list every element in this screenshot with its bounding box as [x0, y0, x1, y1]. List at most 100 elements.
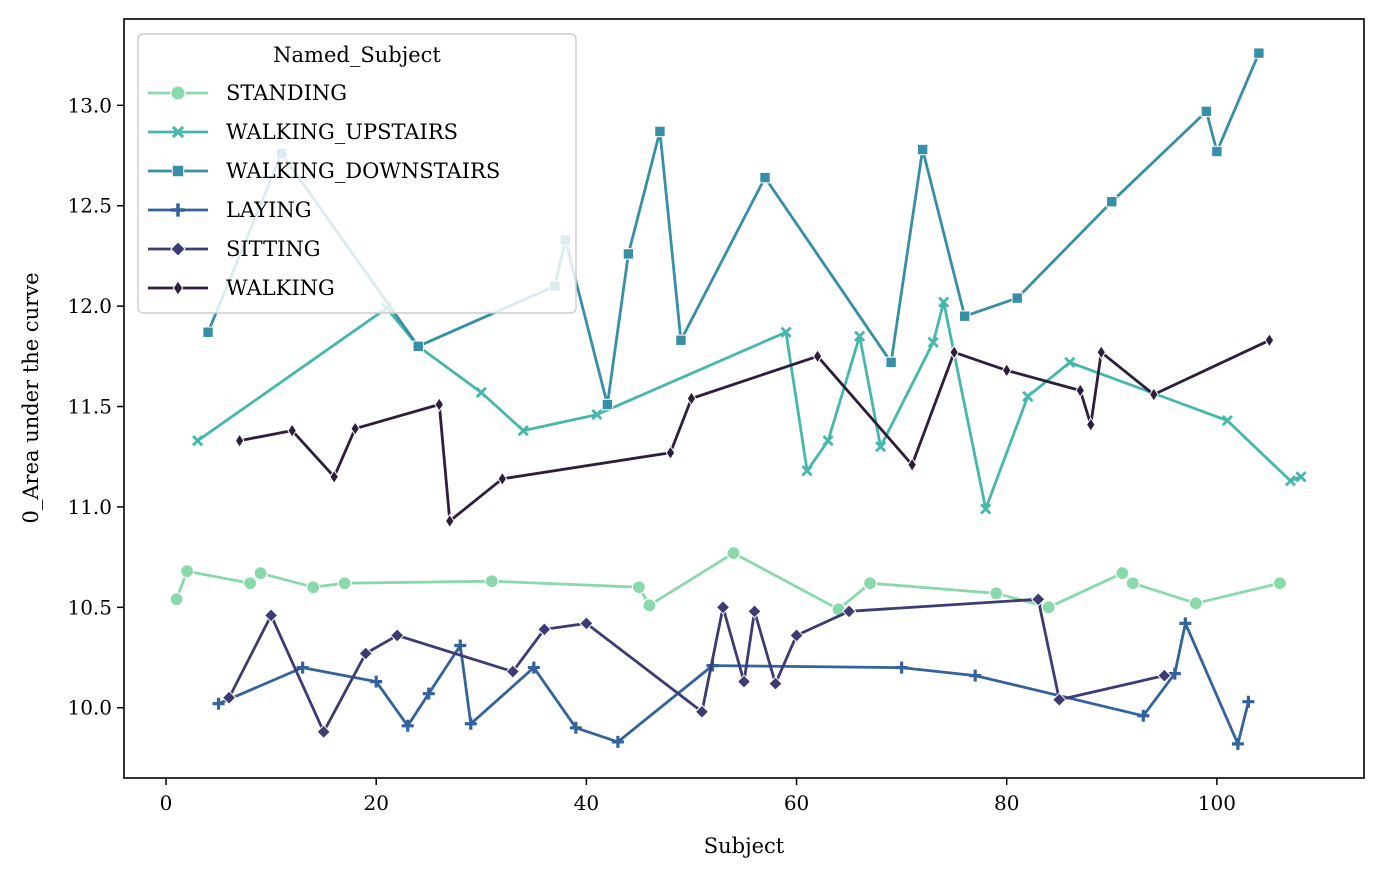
data-point-walking-upstairs: [1022, 390, 1034, 403]
data-point-laying: [1231, 737, 1244, 750]
data-point-walking-downstairs: [916, 143, 929, 156]
data-point-walking-downstairs: [1011, 292, 1023, 304]
data-point-sitting: [579, 616, 594, 631]
data-point-laying: [1179, 617, 1192, 630]
data-point-walking: [949, 344, 959, 360]
data-point-laying: [895, 661, 908, 674]
legend-label: WALKING_UPSTAIRS: [226, 120, 458, 144]
data-point-walking-upstairs: [1221, 414, 1233, 427]
legend-entry-walking-downstairs: WALKING_DOWNSTAIRS: [148, 159, 500, 183]
y-axis-ticks: 10.0 10.5 11.0 11.5 12.0 12.5 13.0: [67, 93, 124, 720]
data-point-standing: [306, 580, 321, 595]
legend-entry-walking-upstairs: WALKING_UPSTAIRS: [148, 120, 458, 144]
y-tick-label: 13.0: [67, 93, 112, 117]
data-point-sitting: [358, 646, 373, 661]
data-point-walking: [329, 469, 339, 485]
data-point-walking: [1075, 383, 1086, 398]
data-point-walking-upstairs: [801, 465, 813, 477]
y-tick-label: 10.0: [67, 696, 112, 720]
series-laying: [212, 617, 1255, 750]
data-point-walking: [234, 433, 245, 449]
series-walking-upstairs: [191, 296, 1307, 515]
data-point-standing: [1272, 576, 1288, 591]
data-point-standing: [1115, 566, 1130, 581]
data-point-laying: [1137, 709, 1150, 722]
data-point-standing: [1041, 600, 1056, 615]
data-point-walking: [434, 397, 445, 412]
data-point-walking-downstairs: [1106, 196, 1118, 208]
data-point-sitting: [1052, 692, 1067, 707]
legend-marker: [172, 279, 184, 297]
data-point-sitting: [316, 724, 331, 740]
data-point-walking-upstairs: [938, 296, 950, 308]
data-point-laying: [1168, 667, 1181, 680]
data-point-walking-upstairs: [927, 336, 939, 348]
data-point-walking: [444, 513, 455, 529]
y-tick-label: 11.0: [67, 495, 112, 519]
x-tick-label: 0: [160, 791, 173, 815]
data-point-standing: [484, 574, 499, 589]
legend-label: WALKING_DOWNSTAIRS: [226, 159, 500, 183]
legend-label: WALKING: [226, 276, 335, 300]
legend-marker: [171, 125, 185, 139]
data-point-walking-upstairs: [980, 503, 992, 515]
data-point-laying: [454, 639, 467, 652]
legend-marker: [170, 85, 186, 101]
data-point-sitting: [390, 628, 405, 643]
data-point-walking: [287, 423, 297, 439]
data-point-walking-downstairs: [601, 398, 614, 411]
data-point-walking-upstairs: [1284, 475, 1297, 487]
data-point-walking: [1096, 344, 1107, 360]
x-axis-label: Subject: [704, 834, 785, 858]
data-point-walking-upstairs: [475, 386, 487, 399]
data-point-standing: [1125, 576, 1140, 591]
data-point-laying: [527, 661, 540, 674]
data-point-sitting: [747, 604, 762, 619]
legend-title: Named_Subject: [273, 43, 441, 67]
data-point-sitting: [1157, 668, 1172, 683]
legend-entry-standing: STANDING: [148, 81, 347, 105]
data-point-walking: [1001, 362, 1012, 378]
data-point-walking: [1085, 417, 1096, 433]
legend-marker: [171, 164, 185, 178]
data-point-sitting: [263, 608, 279, 623]
series-sitting: [221, 592, 1172, 740]
data-point-sitting: [221, 690, 237, 705]
data-point-laying: [464, 717, 477, 730]
x-tick-label: 40: [574, 791, 599, 815]
data-point-standing: [337, 576, 352, 591]
legend-label: SITTING: [226, 237, 321, 261]
y-tick-label: 11.5: [67, 395, 112, 419]
series-standing: [169, 546, 1288, 617]
data-point-walking: [1264, 332, 1275, 348]
data-point-walking-downstairs: [622, 248, 635, 260]
data-point-standing: [1188, 596, 1203, 611]
y-tick-label: 12.5: [67, 194, 112, 218]
data-point-standing: [631, 580, 647, 595]
data-point-walking-upstairs: [854, 330, 866, 342]
data-point-sitting: [789, 628, 804, 643]
legend-entries: STANDING WALKING_UPSTAIRS WALKING_DOWNSTAI…: [148, 81, 500, 300]
data-point-laying: [1242, 695, 1255, 708]
data-point-sitting: [1031, 592, 1046, 607]
data-point-walking-downstairs: [654, 125, 666, 138]
data-point-standing: [726, 546, 741, 561]
data-point-laying: [296, 661, 309, 674]
y-tick-label: 10.5: [67, 595, 112, 619]
data-point-standing: [243, 576, 258, 591]
legend-entry-walking: WALKING: [148, 276, 335, 300]
data-point-standing: [253, 566, 268, 581]
data-point-laying: [370, 675, 383, 688]
x-tick-label: 100: [1198, 791, 1236, 815]
data-point-walking: [350, 421, 360, 437]
data-point-walking-upstairs: [822, 435, 834, 447]
data-point-walking-downstairs: [1253, 47, 1265, 59]
data-point-sitting: [841, 604, 857, 619]
data-point-sitting: [694, 704, 710, 719]
data-point-walking-downstairs: [885, 356, 897, 369]
data-point-walking: [686, 391, 697, 406]
data-point-walking-upstairs: [191, 435, 204, 447]
data-point-laying: [569, 721, 582, 734]
data-point-laying: [422, 687, 435, 700]
